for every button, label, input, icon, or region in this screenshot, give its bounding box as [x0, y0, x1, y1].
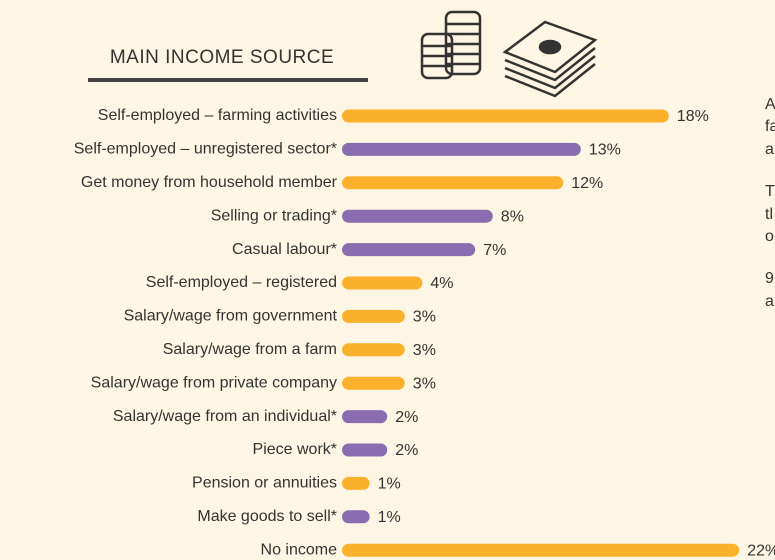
- value-label: 13%: [589, 142, 621, 159]
- category-label: Piece work*: [253, 441, 337, 458]
- category-label: Salary/wage from government: [124, 308, 338, 325]
- bar: [342, 476, 370, 490]
- category-label: Pension or annuities: [192, 475, 337, 492]
- side-text: tl: [765, 206, 773, 223]
- value-label: 2%: [395, 409, 418, 426]
- value-label: 8%: [501, 208, 524, 225]
- chart-title: MAIN INCOME SOURCE: [110, 47, 334, 68]
- value-label: 12%: [571, 175, 603, 192]
- category-label: Casual labour*: [232, 241, 337, 258]
- bar: [342, 443, 388, 457]
- value-label: 3%: [413, 375, 436, 392]
- category-label: Salary/wage from a farm: [163, 341, 337, 358]
- coins-icon: [420, 10, 482, 80]
- side-text: a: [765, 293, 774, 310]
- value-label: 3%: [413, 309, 436, 326]
- value-label: 1%: [378, 509, 401, 526]
- bar: [342, 309, 405, 323]
- bar: [342, 176, 564, 190]
- category-label: Salary/wage from an individual*: [113, 408, 337, 425]
- bar: [342, 209, 493, 223]
- category-label: Make goods to sell*: [197, 508, 337, 525]
- side-text: T: [765, 183, 775, 200]
- side-text: A: [765, 96, 775, 113]
- bar: [342, 376, 405, 390]
- value-label: 2%: [395, 442, 418, 459]
- side-text: fa: [765, 118, 775, 135]
- bar: [342, 410, 388, 424]
- bar: [342, 243, 476, 257]
- bar: [342, 142, 581, 156]
- category-label: Self-employed – unregistered sector*: [74, 141, 337, 158]
- value-label: 18%: [677, 108, 709, 125]
- value-label: 22%: [747, 542, 775, 559]
- category-label: Selling or trading*: [211, 207, 337, 224]
- value-label: 4%: [430, 275, 453, 292]
- category-label: Self-employed – registered: [146, 274, 337, 291]
- value-label: 3%: [413, 342, 436, 359]
- money-icon: [502, 20, 598, 98]
- side-text: a: [765, 141, 774, 158]
- side-text: 9: [765, 270, 774, 287]
- value-label: 7%: [483, 242, 506, 259]
- category-label: Self-employed – farming activities: [98, 107, 337, 124]
- bar: [342, 343, 405, 357]
- bar: [342, 510, 370, 524]
- value-label: 1%: [378, 476, 401, 493]
- bar: [342, 543, 740, 557]
- category-label: Salary/wage from private company: [91, 374, 337, 391]
- category-label: No income: [261, 541, 338, 558]
- bar: [342, 109, 669, 123]
- category-label: Get money from household member: [81, 174, 338, 191]
- side-text: o: [765, 228, 774, 245]
- bar: [342, 276, 423, 290]
